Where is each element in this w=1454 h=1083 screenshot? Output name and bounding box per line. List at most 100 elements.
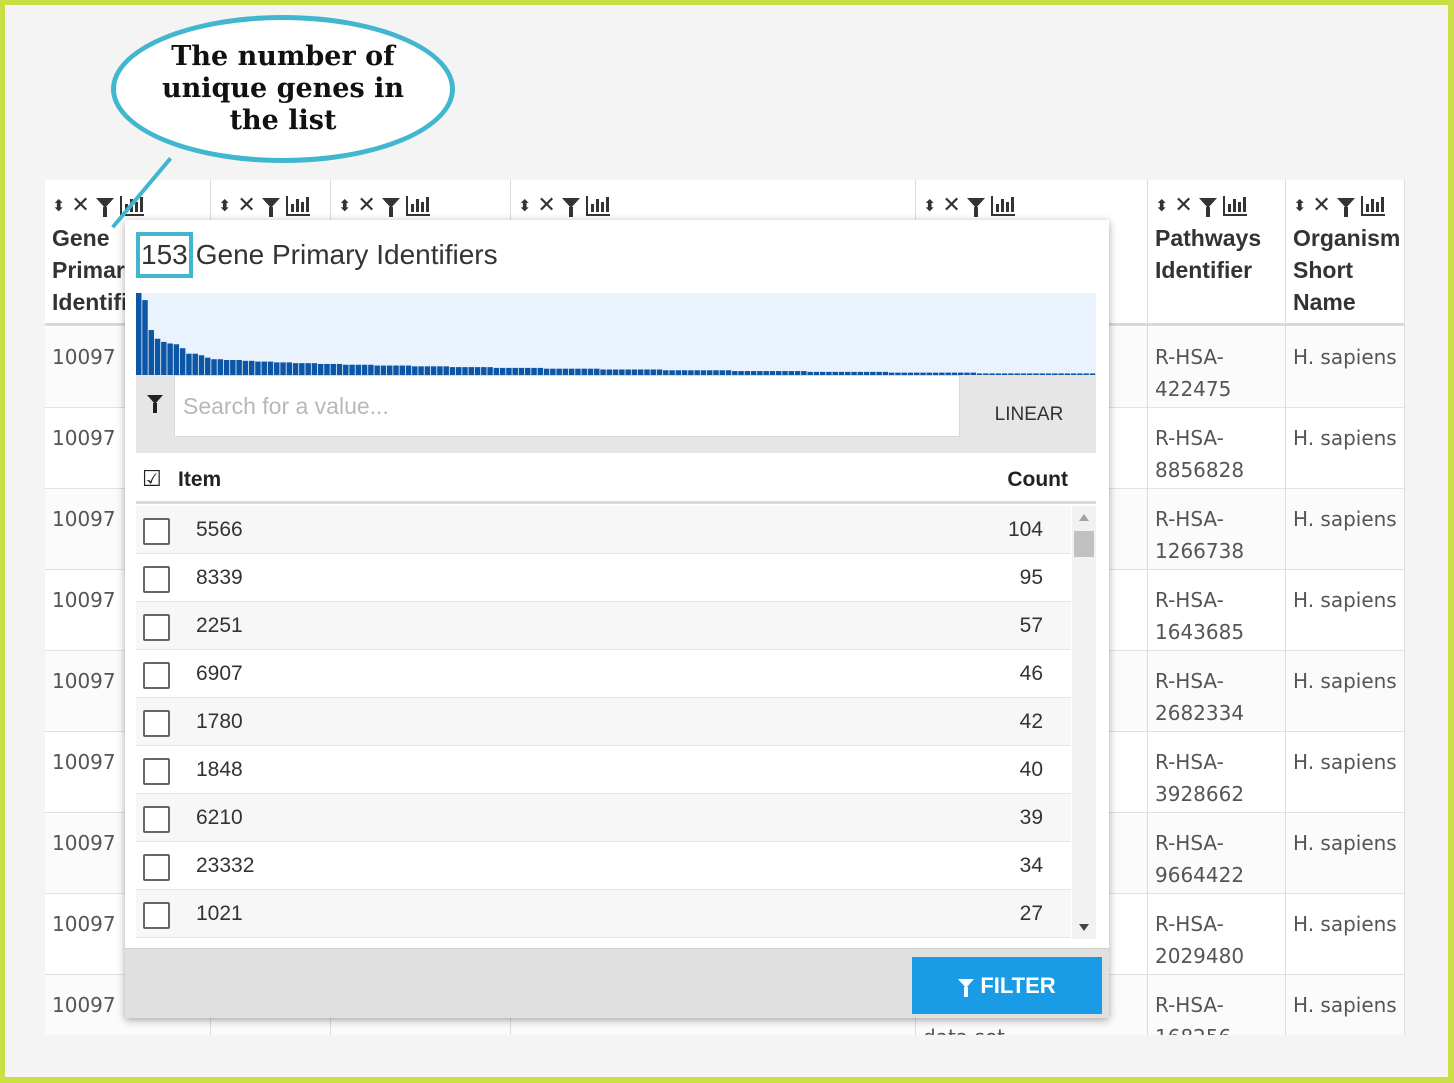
histogram-bar[interactable]: [305, 363, 311, 375]
histogram-bar[interactable]: [550, 368, 556, 375]
histogram-bar[interactable]: [568, 368, 575, 375]
list-item[interactable]: 2251 57: [136, 602, 1071, 650]
item-checkbox[interactable]: [143, 614, 170, 641]
histogram-bar[interactable]: [675, 370, 682, 375]
histogram-bar[interactable]: [606, 369, 613, 375]
histogram-bar[interactable]: [223, 360, 230, 375]
histogram-bar[interactable]: [499, 367, 506, 375]
histogram-bar[interactable]: [970, 372, 976, 375]
list-item[interactable]: 8339 95: [136, 554, 1071, 602]
histogram-bar[interactable]: [286, 362, 293, 375]
list-item[interactable]: 6210 39: [136, 794, 1071, 842]
histogram-bar[interactable]: [443, 366, 449, 375]
histogram-bar[interactable]: [525, 367, 531, 375]
list-item[interactable]: 1021 27: [136, 890, 1071, 938]
histogram-bar[interactable]: [637, 369, 644, 375]
remove-column-icon[interactable]: ✕: [237, 193, 256, 218]
histogram-bar[interactable]: [976, 373, 983, 375]
histogram-bar[interactable]: [801, 371, 807, 375]
histogram-bar[interactable]: [914, 372, 920, 375]
summary-chart-icon[interactable]: [405, 196, 430, 216]
histogram-bar[interactable]: [1008, 373, 1014, 375]
histogram-bar[interactable]: [725, 370, 732, 375]
summary-chart-icon[interactable]: [585, 196, 610, 216]
histogram-bar[interactable]: [267, 361, 274, 375]
histogram-bar[interactable]: [663, 370, 669, 375]
remove-column-icon[interactable]: ✕: [71, 193, 90, 218]
histogram-bar[interactable]: [1064, 373, 1071, 375]
item-checkbox[interactable]: [143, 806, 170, 833]
histogram-bar[interactable]: [543, 368, 550, 375]
histogram-bar[interactable]: [148, 330, 155, 375]
histogram-bar[interactable]: [882, 371, 889, 375]
histogram-bar[interactable]: [487, 367, 493, 375]
list-item[interactable]: 1780 42: [136, 698, 1071, 746]
histogram-bar[interactable]: [832, 371, 838, 375]
histogram-bar[interactable]: [242, 360, 249, 375]
histogram-bar[interactable]: [857, 371, 864, 375]
item-checkbox[interactable]: [143, 710, 170, 737]
histogram-bar[interactable]: [336, 363, 343, 375]
histogram-bar[interactable]: [481, 367, 487, 375]
histogram-bar[interactable]: [274, 362, 280, 375]
remove-column-icon[interactable]: ✕: [537, 193, 556, 218]
list-item[interactable]: 5566 104: [136, 506, 1071, 554]
histogram-bar[interactable]: [581, 368, 587, 375]
histogram-bar[interactable]: [280, 362, 286, 375]
item-checkbox[interactable]: [143, 854, 170, 881]
histogram-bar[interactable]: [317, 363, 324, 375]
histogram-bar[interactable]: [405, 365, 412, 375]
histogram-bar[interactable]: [1001, 373, 1008, 375]
histogram-bar[interactable]: [907, 372, 914, 375]
sort-icon[interactable]: ⬍: [338, 196, 352, 215]
list-scrollbar[interactable]: [1072, 506, 1096, 939]
histogram-bar[interactable]: [236, 360, 242, 375]
histogram-bar[interactable]: [512, 367, 518, 375]
histogram-bar[interactable]: [374, 365, 380, 375]
histogram-bar[interactable]: [706, 370, 713, 375]
histogram-bar[interactable]: [205, 357, 211, 375]
histogram-bar[interactable]: [179, 348, 186, 375]
histogram-bar[interactable]: [1089, 373, 1096, 375]
select-all-checkbox-icon[interactable]: ☑: [142, 466, 162, 491]
histogram-bar[interactable]: [468, 367, 475, 375]
histogram-bar[interactable]: [957, 372, 964, 375]
histogram-bar[interactable]: [776, 371, 782, 375]
histogram-bar[interactable]: [819, 371, 826, 375]
histogram-bar[interactable]: [217, 359, 224, 375]
scroll-up-arrow-icon[interactable]: [1079, 514, 1089, 521]
histogram-bar[interactable]: [744, 371, 751, 375]
histogram-bar[interactable]: [1058, 373, 1064, 375]
histogram-bar[interactable]: [782, 371, 788, 375]
histogram-bar[interactable]: [506, 367, 512, 375]
histogram-bar[interactable]: [161, 341, 167, 375]
item-checkbox[interactable]: [143, 662, 170, 689]
histogram-bar[interactable]: [794, 371, 801, 375]
list-item[interactable]: 6907 46: [136, 650, 1071, 698]
histogram-bar[interactable]: [612, 369, 619, 375]
count-column-header[interactable]: Count: [1007, 468, 1068, 491]
filter-button[interactable]: FILTER: [912, 957, 1102, 1014]
histogram-bar[interactable]: [738, 371, 744, 375]
histogram-bar[interactable]: [474, 367, 481, 375]
histogram-bar[interactable]: [926, 372, 933, 375]
histogram-bar[interactable]: [292, 363, 299, 375]
histogram-bar[interactable]: [575, 368, 581, 375]
histogram-bar[interactable]: [386, 365, 393, 375]
filter-icon[interactable]: [95, 198, 114, 217]
histogram-bar[interactable]: [945, 372, 951, 375]
histogram-bar[interactable]: [650, 369, 656, 375]
histogram-bar[interactable]: [763, 371, 769, 375]
histogram-bar[interactable]: [1020, 373, 1027, 375]
histogram-bar[interactable]: [713, 370, 719, 375]
histogram-bar[interactable]: [594, 368, 600, 375]
histogram-bar[interactable]: [1083, 373, 1089, 375]
summary-chart-icon[interactable]: [1360, 196, 1385, 216]
histogram-bar[interactable]: [462, 367, 468, 375]
histogram-bar[interactable]: [694, 370, 700, 375]
histogram-bar[interactable]: [920, 372, 926, 375]
histogram-bar[interactable]: [1070, 373, 1077, 375]
histogram-bar[interactable]: [518, 367, 525, 375]
histogram-bar[interactable]: [989, 373, 995, 375]
histogram-bar[interactable]: [951, 372, 958, 375]
